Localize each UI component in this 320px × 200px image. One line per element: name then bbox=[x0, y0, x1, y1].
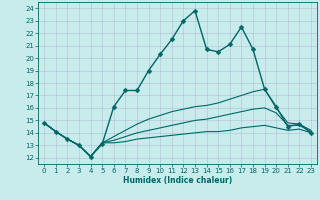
X-axis label: Humidex (Indice chaleur): Humidex (Indice chaleur) bbox=[123, 176, 232, 185]
